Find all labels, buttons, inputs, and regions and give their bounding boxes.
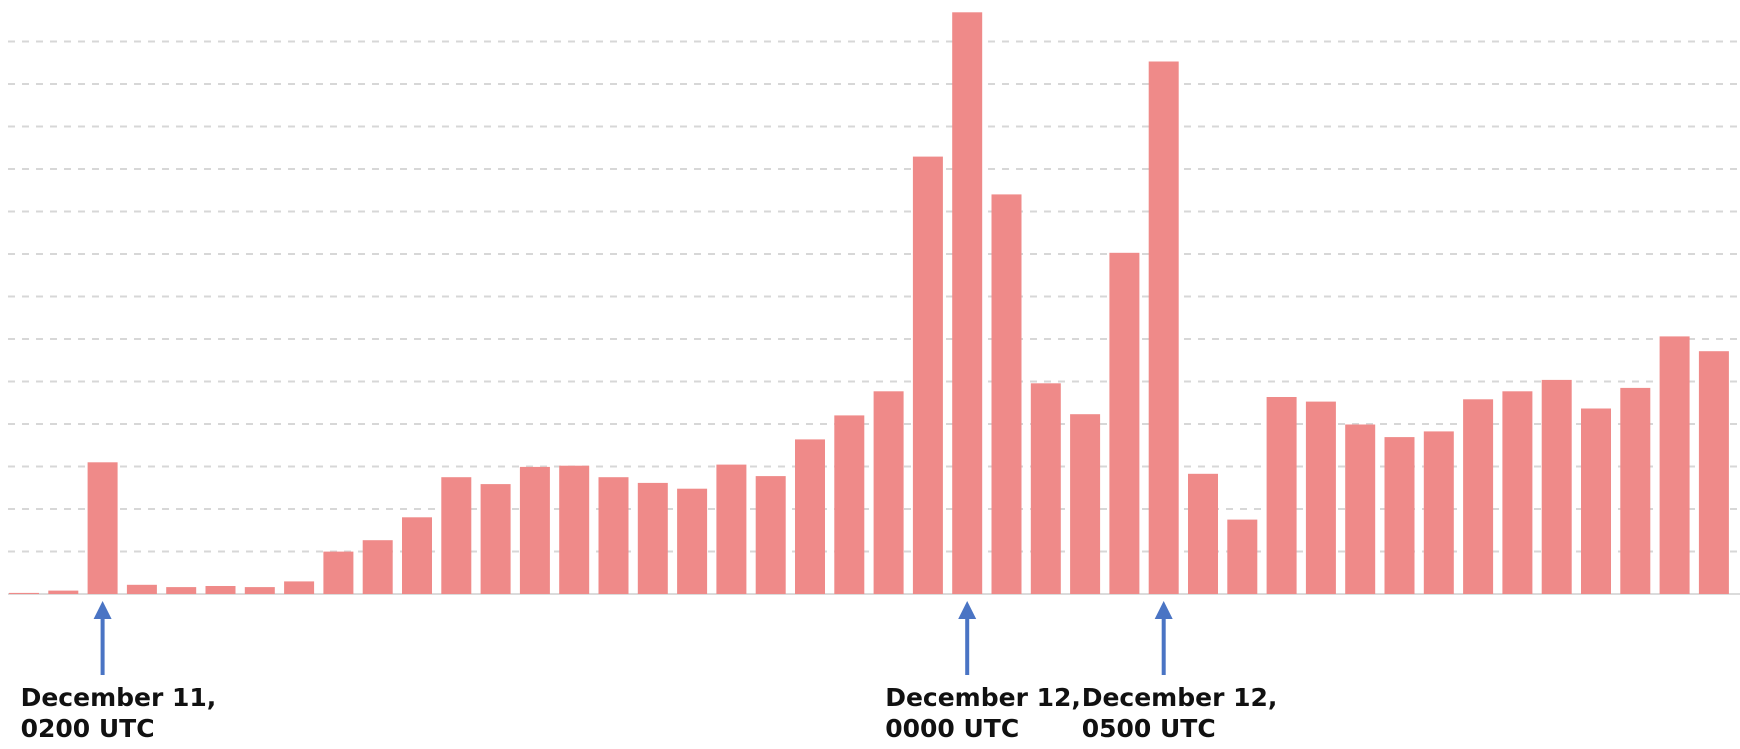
bar (519, 466, 550, 594)
annotation-label-line: December 12, (885, 683, 1081, 712)
bar (1070, 414, 1101, 594)
bar (952, 12, 983, 595)
bar (1581, 408, 1611, 594)
bar (126, 584, 157, 594)
annotation-label: December 12, 0500 UTC (1082, 682, 1278, 744)
bar (1698, 351, 1729, 594)
bar (834, 415, 865, 594)
bar (912, 156, 943, 594)
annotation-label-line: 0000 UTC (885, 714, 1020, 743)
bar (1463, 399, 1494, 594)
bar (362, 540, 393, 594)
bar (323, 551, 354, 594)
bar (1148, 61, 1179, 594)
bar (244, 587, 275, 594)
bar (1423, 431, 1454, 594)
bar (873, 391, 904, 594)
bar (402, 517, 432, 594)
annotation-label: December 12, 0000 UTC (885, 682, 1081, 744)
bars (9, 12, 1729, 595)
bar (677, 488, 708, 594)
bar (1030, 383, 1061, 594)
bar (1620, 387, 1651, 594)
annotation-label-line: December 11, (20, 683, 217, 712)
bar (1541, 379, 1572, 594)
up-arrow-icon (958, 601, 977, 619)
bar (755, 476, 786, 594)
bar (559, 465, 590, 594)
annotation-label: December 11, 0200 UTC (21, 682, 217, 744)
annotation-label-line: December 12, (1081, 683, 1278, 712)
bar (48, 590, 79, 594)
bar (284, 581, 315, 594)
bar (1227, 519, 1258, 594)
bar (637, 482, 668, 594)
bar (9, 592, 39, 594)
up-arrow-icon (93, 601, 112, 619)
bar (1266, 397, 1297, 594)
bar (598, 477, 629, 594)
annotation-arrows (93, 601, 1173, 675)
bar (205, 586, 236, 594)
bar (87, 462, 118, 594)
bar (1109, 252, 1140, 595)
bar (1384, 437, 1415, 594)
bar (441, 477, 472, 594)
bar (166, 587, 197, 594)
bar (1305, 401, 1336, 594)
bar (480, 484, 511, 594)
bar (1502, 391, 1533, 594)
annotation-label-line: 0500 UTC (1081, 714, 1216, 743)
bar (991, 194, 1022, 594)
bar (1188, 473, 1218, 594)
bar (1345, 424, 1376, 594)
annotation-label-line: 0200 UTC (20, 714, 155, 743)
bar (1659, 336, 1690, 594)
bar (795, 439, 825, 594)
bar (716, 464, 747, 594)
up-arrow-icon (1154, 601, 1173, 619)
